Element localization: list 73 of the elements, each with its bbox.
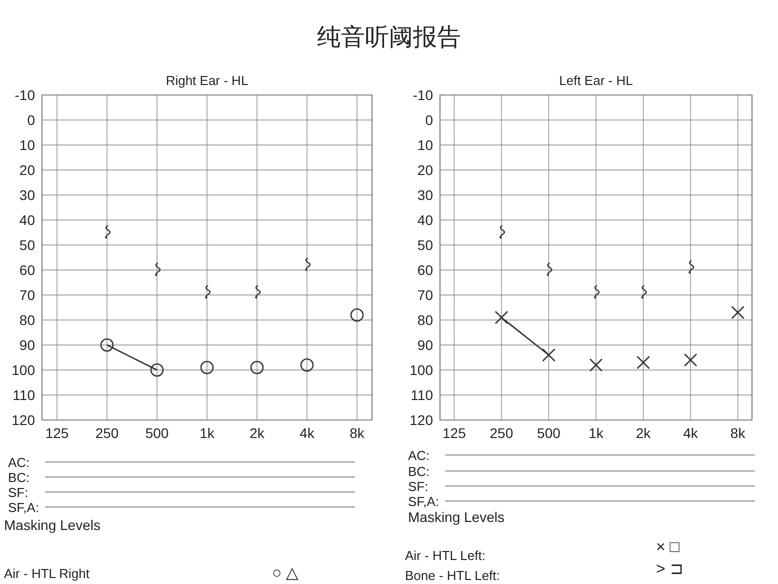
y-tick-label: 80 [19,312,36,328]
text: SF,A: [408,494,440,509]
text: AC: [8,455,30,470]
chart-title: Right Ear - HL [166,73,248,88]
y-tick-label: -10 [412,87,434,103]
text: BC: [8,470,30,485]
text: BC: [408,464,430,479]
y-tick-label: 40 [19,212,36,228]
y-tick-label: 60 [417,262,434,278]
y-tick-label: 10 [417,137,434,153]
x-tick-label: 500 [145,425,169,441]
x-tick-label: 4k [300,425,316,441]
y-tick-label: 100 [410,362,434,378]
x-tick-label: 4k [683,425,699,441]
y-tick-label: 110 [12,387,36,403]
point [494,310,508,324]
text: × □ [656,539,680,556]
y-tick-label: 120 [12,412,36,428]
text: Bone - HTL Left: [405,568,500,583]
point [542,348,556,362]
x-tick-label: 500 [537,425,561,441]
text: Air - HTL Left: [405,548,486,563]
y-tick-label: 60 [19,262,36,278]
x-tick-label: 125 [442,425,466,441]
point [100,338,114,352]
y-tick-label: 20 [417,162,434,178]
y-tick-label: 50 [417,237,434,253]
text: SF,A: [8,500,40,515]
y-tick-label: -10 [14,87,36,103]
y-tick-label: 70 [417,287,434,303]
y-tick-label: 120 [410,412,434,428]
y-tick-label: 10 [19,137,36,153]
x-tick-label: 1k [588,425,604,441]
point [300,358,314,372]
x-tick-label: 2k [250,425,266,441]
text: 纯音听阈报告 [317,24,461,51]
chart-title: Left Ear - HL [559,73,633,88]
y-tick-label: 30 [19,187,36,203]
y-tick-label: 0 [27,112,36,128]
y-tick-label: 80 [417,312,434,328]
y-tick-label: 110 [410,387,434,403]
x-tick-label: 250 [95,425,119,441]
text: AC: [408,448,430,463]
y-tick-label: 50 [19,237,36,253]
text: Masking Levels [4,517,100,533]
text: SF: [408,479,428,494]
point [150,363,164,377]
text: ○ △ [272,565,300,582]
y-tick-label: 90 [19,337,36,353]
y-tick-label: 0 [425,112,434,128]
x-tick-label: 8k [730,425,746,441]
point [731,306,744,320]
point [589,358,603,372]
text: Air - HTL Right [4,566,90,581]
y-tick-label: 20 [19,162,36,178]
y-tick-label: 70 [19,287,36,303]
y-tick-label: 100 [12,362,36,378]
point [636,356,650,370]
text: SF: [8,485,28,500]
y-tick-label: 40 [417,212,434,228]
point [350,308,364,322]
x-tick-label: 2k [636,425,652,441]
text: > ⊐ [656,561,683,578]
text: Masking Levels [408,509,504,525]
y-tick-label: 30 [417,187,434,203]
x-tick-label: 1k [200,425,216,441]
x-tick-label: 250 [490,425,514,441]
point [250,360,264,374]
point [200,360,214,374]
point [684,353,698,367]
x-tick-label: 8k [350,425,366,441]
y-tick-label: 90 [417,337,434,353]
x-tick-label: 125 [45,425,69,441]
